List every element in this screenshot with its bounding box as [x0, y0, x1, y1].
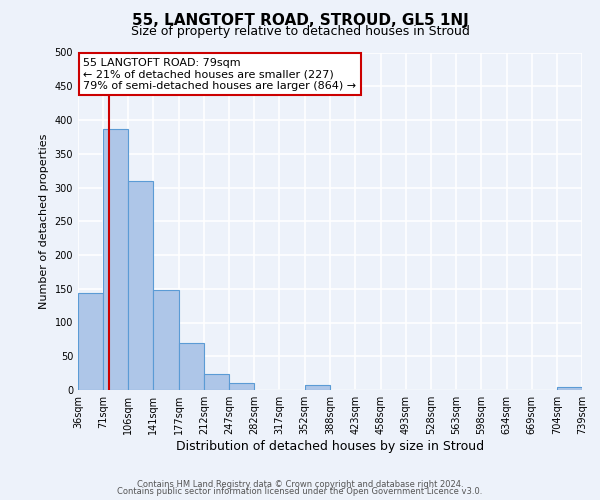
Bar: [305, 384, 331, 390]
Text: Contains HM Land Registry data © Crown copyright and database right 2024.: Contains HM Land Registry data © Crown c…: [137, 480, 463, 489]
Bar: [78, 294, 103, 390]
Bar: [229, 383, 254, 390]
Bar: [204, 374, 229, 390]
Bar: [557, 386, 582, 390]
Text: Size of property relative to detached houses in Stroud: Size of property relative to detached ho…: [131, 25, 469, 38]
Text: 55, LANGTOFT ROAD, STROUD, GL5 1NJ: 55, LANGTOFT ROAD, STROUD, GL5 1NJ: [131, 12, 469, 28]
Text: 55 LANGTOFT ROAD: 79sqm
← 21% of detached houses are smaller (227)
79% of semi-d: 55 LANGTOFT ROAD: 79sqm ← 21% of detache…: [83, 58, 356, 91]
Y-axis label: Number of detached properties: Number of detached properties: [39, 134, 49, 309]
X-axis label: Distribution of detached houses by size in Stroud: Distribution of detached houses by size …: [176, 440, 484, 453]
Bar: [153, 290, 179, 390]
Bar: [103, 129, 128, 390]
Text: Contains public sector information licensed under the Open Government Licence v3: Contains public sector information licen…: [118, 487, 482, 496]
Bar: [128, 182, 153, 390]
Bar: [179, 343, 204, 390]
